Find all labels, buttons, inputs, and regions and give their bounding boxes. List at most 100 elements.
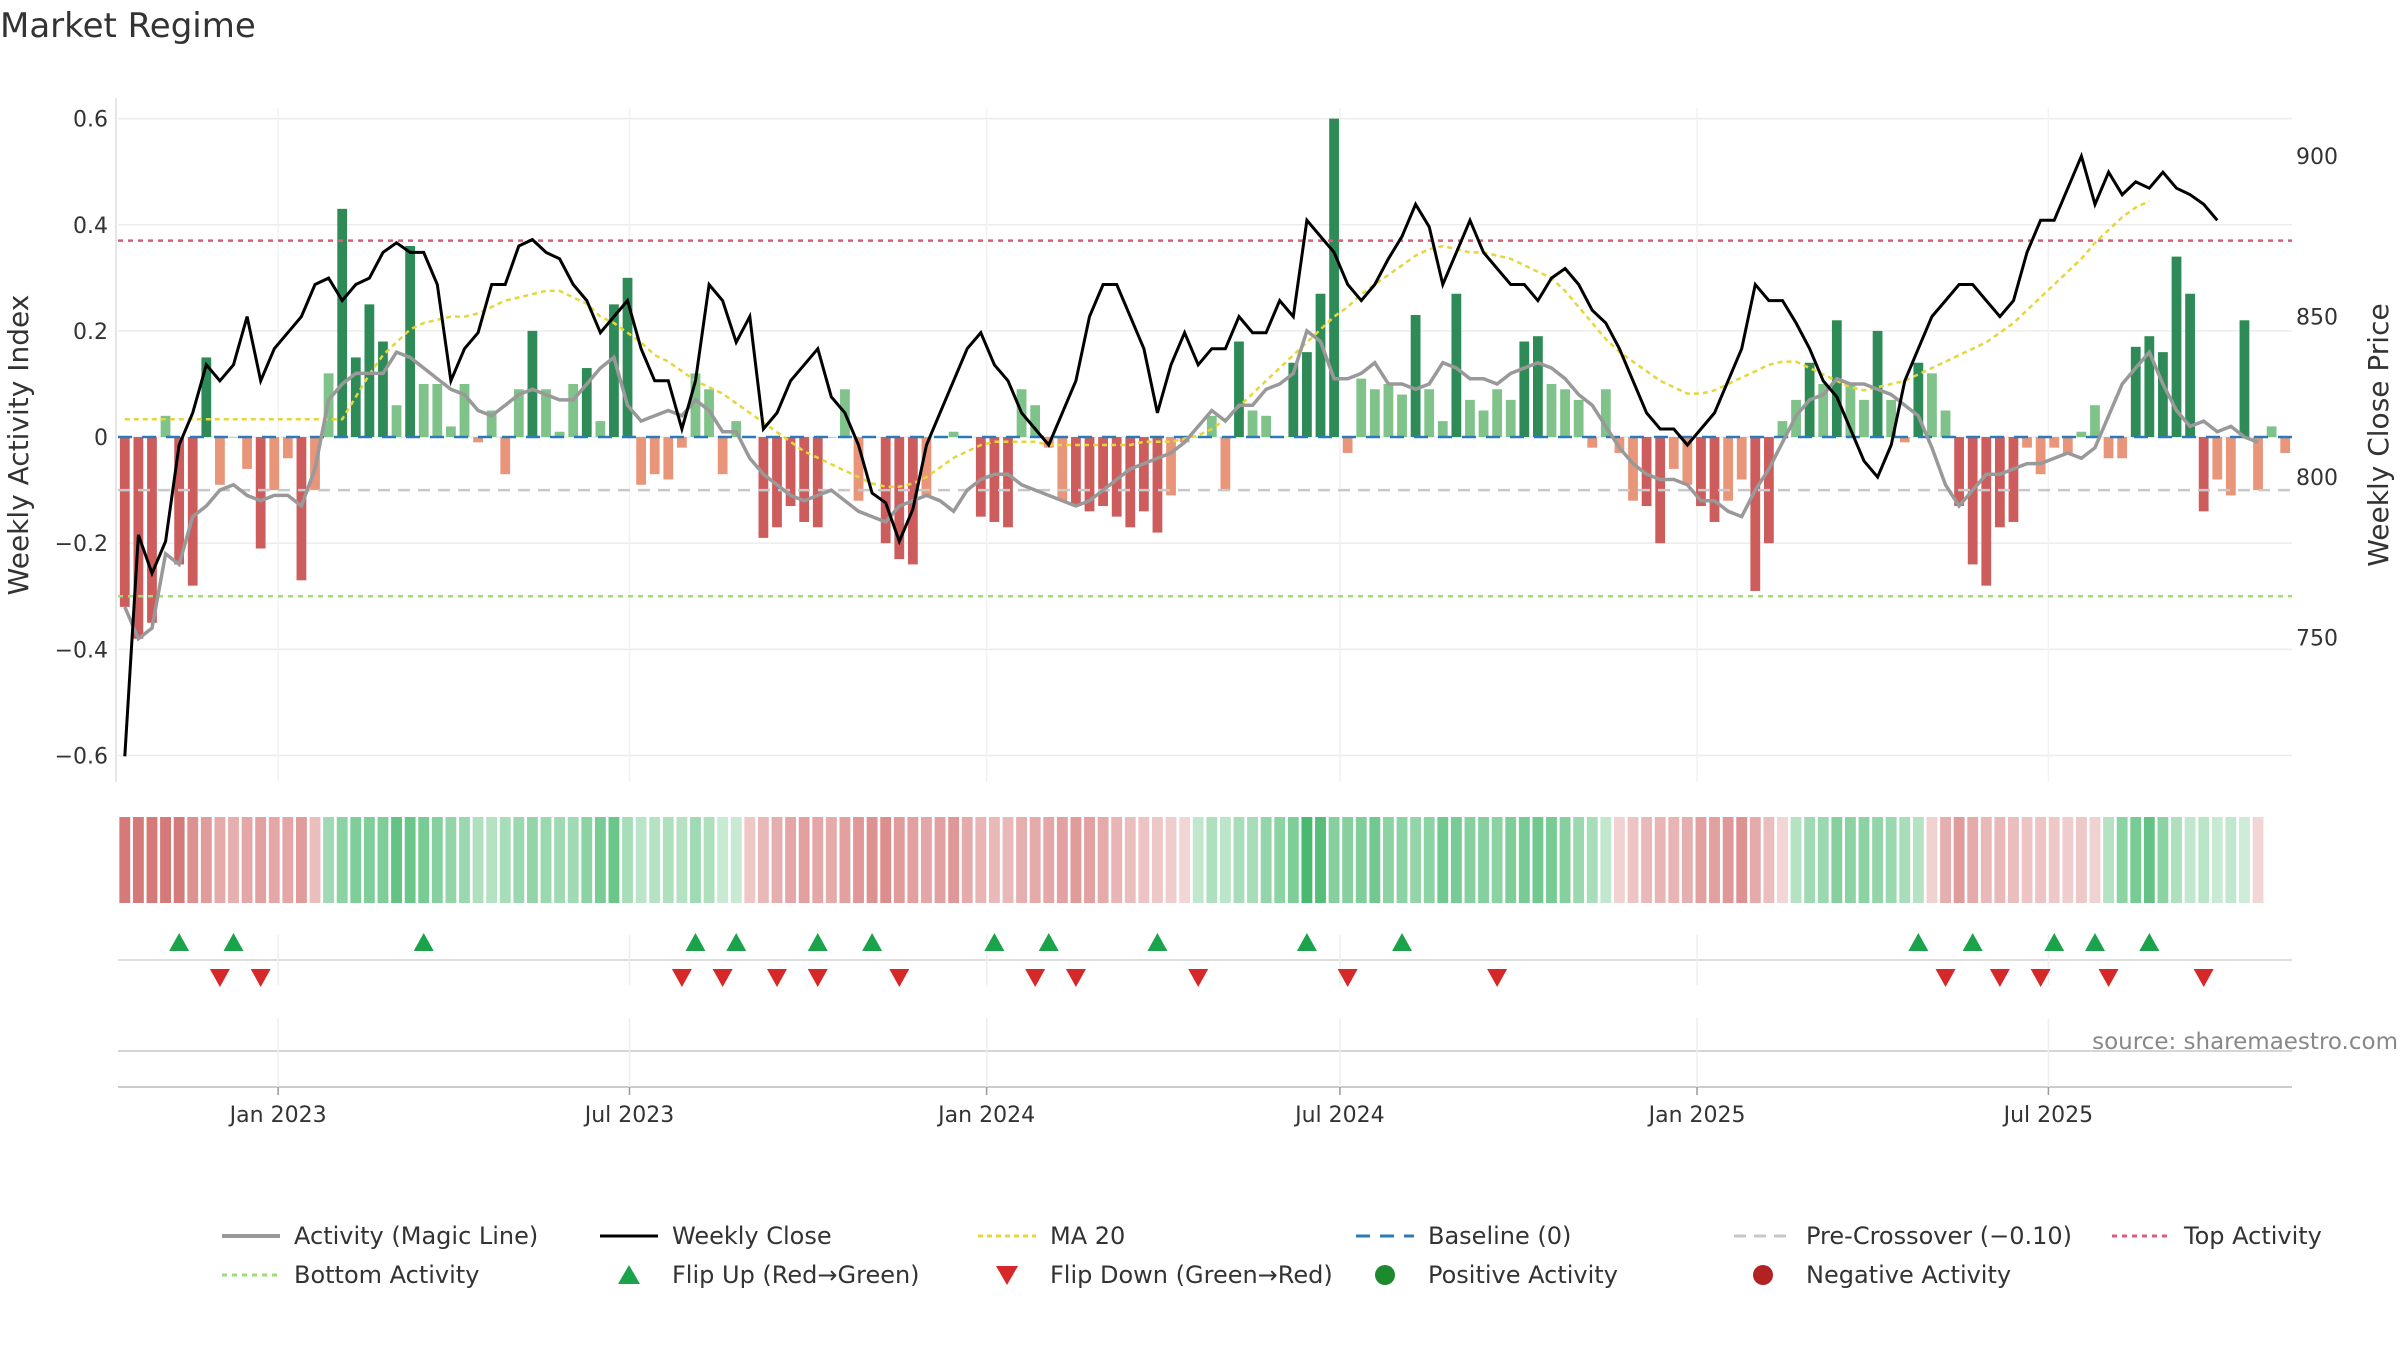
x-tick-label: Jan 2024 (936, 1103, 1035, 1128)
regime-strip-cell (893, 817, 905, 903)
activity-bar (296, 437, 307, 581)
y-right-tick-label: 750 (2296, 627, 2338, 652)
activity-bars (119, 118, 2291, 639)
activity-bar (1383, 383, 1394, 438)
activity-bar (1356, 378, 1367, 438)
regime-strip-cell (1450, 817, 1462, 903)
flip-up-marker (1296, 933, 1317, 951)
regime-strip-cell (853, 817, 864, 903)
legend-item: Negative Activity (1753, 1261, 2011, 1289)
flip-down-marker (2030, 969, 2051, 987)
legend-label: Weekly Close (672, 1222, 832, 1250)
flip-up-marker (1038, 933, 1059, 951)
activity-bar (187, 437, 198, 586)
regime-strip-cell (1518, 817, 1530, 903)
regime-strip-cell (282, 817, 294, 903)
flip-markers (118, 933, 2292, 987)
flip-down-marker (1487, 969, 1508, 987)
regime-strip-cell (1844, 817, 1856, 903)
activity-bar (1913, 362, 1924, 438)
activity-bar (459, 383, 470, 438)
regime-strip-cell (1260, 817, 1272, 903)
regime-strip-cell (1301, 817, 1313, 903)
ma20-line (124, 199, 2150, 488)
regime-strip-cell (1980, 817, 1992, 903)
activity-bar (1152, 437, 1163, 533)
regime-strip-cell (1559, 817, 1571, 903)
activity-bar (1437, 421, 1448, 438)
activity-bar (1234, 341, 1244, 438)
regime-strip-cell (513, 817, 525, 903)
regime-strip-cell (1056, 817, 1068, 903)
activity-bar (1098, 437, 1108, 507)
regime-strip-cell (459, 817, 470, 903)
regime-strip-cell (921, 817, 932, 903)
regime-strip-cell (2021, 817, 2033, 903)
activity-bar (2130, 346, 2141, 438)
regime-strip-cell (1668, 817, 1680, 903)
regime-strip-cell (1396, 817, 1408, 903)
regime-strip-cell (1138, 817, 1150, 903)
flip-up-marker (169, 933, 190, 951)
activity-bar (1410, 314, 1421, 438)
regime-strip-cell (486, 817, 498, 903)
activity-bar (1533, 336, 1543, 438)
series-lines (123, 151, 2259, 757)
activity-bar (2062, 437, 2073, 453)
regime-strip-cell (1709, 817, 1720, 903)
regime-strip-cell (1967, 817, 1979, 903)
regime-strip-cell (1029, 817, 1041, 903)
activity-bar (554, 431, 565, 438)
flip-up-marker (2084, 933, 2105, 951)
activity-bar (446, 426, 456, 438)
source-note: source: sharemaestro.com (2092, 1029, 2398, 1055)
activity-bar (772, 437, 782, 528)
regime-strip-cell (295, 817, 307, 903)
regime-strip-cell (1219, 817, 1231, 903)
flip-down-marker (889, 969, 910, 987)
regime-strip-cell (1600, 817, 1612, 903)
legend-swatch (1753, 1265, 1773, 1285)
activity-bar (1478, 410, 1489, 438)
activity-bar (989, 437, 1000, 522)
legend-label: Positive Activity (1428, 1261, 1618, 1289)
regime-strip-cell (1912, 817, 1924, 903)
flip-up-marker (685, 933, 706, 951)
regime-strip-cell (961, 817, 973, 903)
activity-bar (2185, 293, 2195, 438)
activity-bar (1600, 389, 1611, 438)
legend-label: MA 20 (1050, 1222, 1125, 1250)
activity-bar (2049, 437, 2060, 448)
y-left-tick-label: 0.2 (73, 320, 108, 345)
legend-item: Pre-Crossover (−0.10) (1734, 1222, 2072, 1250)
regime-strip-cell (1111, 817, 1123, 903)
activity-bar (1587, 437, 1598, 448)
regime-strip-cell (1152, 817, 1163, 903)
y-right-tick-label: 850 (2296, 306, 2338, 331)
legend-item: Top Activity (2112, 1222, 2322, 1250)
legend-item: Positive Activity (1375, 1261, 1618, 1289)
activity-bar (812, 437, 823, 528)
regime-strip-cell (1206, 817, 1218, 903)
regime-strip-cell (146, 817, 158, 903)
legend-item: Baseline (0) (1356, 1222, 1571, 1250)
flip-down-marker (807, 969, 828, 987)
activity-bar (2225, 437, 2236, 496)
regime-strip-cell (1831, 817, 1843, 903)
flip-up-marker (862, 933, 883, 951)
y-left-tick-label: 0.4 (73, 214, 108, 239)
regime-strip-cell (1885, 817, 1897, 903)
activity-bar (1546, 383, 1557, 438)
activity-bar (1302, 352, 1312, 438)
activity-bar (1750, 437, 1761, 591)
activity-bar (1777, 421, 1788, 438)
regime-strip-cell (2157, 817, 2169, 903)
regime-strip-cell (1505, 817, 1517, 903)
activity-bar (527, 330, 538, 438)
activity-bar (1818, 383, 1829, 438)
regime-strip-cell (798, 817, 810, 903)
flip-up-marker (807, 933, 828, 951)
activity-bar (1057, 437, 1068, 501)
activity-bar (119, 437, 130, 607)
activity-bar (1288, 362, 1299, 438)
